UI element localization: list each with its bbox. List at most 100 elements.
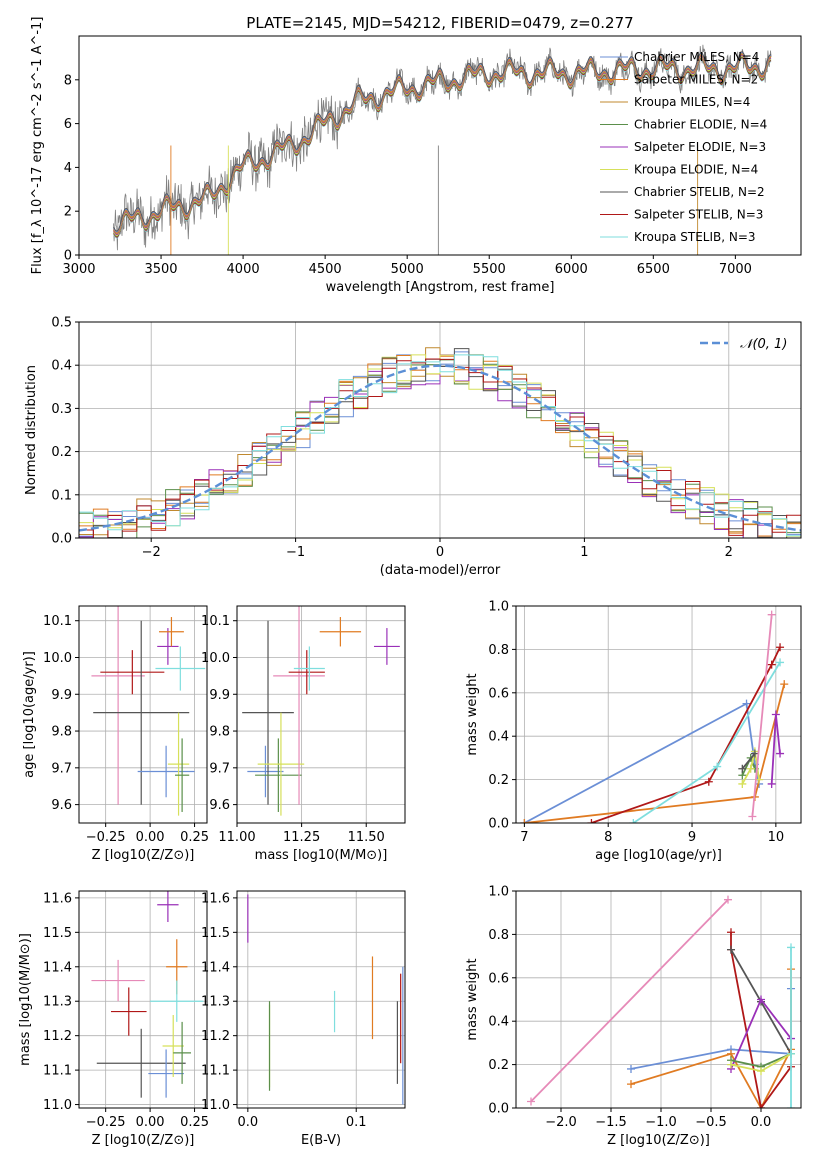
panel-weight_vs_Z: −2.0 −1.5 −1.0 −0.5 0.0 0.0 0.2 0.4 0.6 0.8 1.0 Z [… xyxy=(465,885,802,1148)
y-axis-label: mass weight xyxy=(465,673,480,755)
plot-area xyxy=(247,894,404,1105)
weight-marker-pink xyxy=(527,1097,535,1106)
y-tick-label: 9.8 xyxy=(51,725,72,740)
x-tick-label: 11.50 xyxy=(348,830,385,845)
x-axis-label: (data-model)/error xyxy=(380,563,501,578)
x-tick-label: 7 xyxy=(520,830,528,845)
weight-marker-salpeter_elodie xyxy=(757,995,765,1004)
x-tick-label: −1.0 xyxy=(645,1115,677,1130)
y-tick-label: 10.0 xyxy=(201,651,230,666)
x-tick-label: 0.0 xyxy=(751,1115,772,1130)
weight-marker-chabrier_miles xyxy=(742,699,751,708)
x-tick-label: 5000 xyxy=(391,262,424,277)
weight-line-pink xyxy=(530,899,729,1103)
weight-marker-salpeter_miles xyxy=(627,1080,635,1089)
axes-frame xyxy=(78,890,208,1109)
weight-line-salpeter_stelib xyxy=(591,646,781,823)
y-tick-label: 9.9 xyxy=(51,688,72,703)
y-tick-label: 10.0 xyxy=(43,651,72,666)
weight-marker-kroupa_elodie xyxy=(757,1067,765,1076)
panel-age_vs_mass: 11.00 11.25 11.50 9.6 9.7 9.8 9.9 10.0 10.1 mass … xyxy=(201,605,406,863)
x-tick-label: 0.00 xyxy=(136,830,165,845)
x-tick-label: 0 xyxy=(436,545,444,560)
y-tick-label: 8 xyxy=(64,73,72,88)
weight-marker-kroupa_elodie xyxy=(746,764,755,773)
weight-marker-salpeter_elodie xyxy=(767,779,776,788)
x-axis-label: Z [log10(Z/Z⊙)] xyxy=(607,1133,710,1148)
x-axis-label: mass [log10(M/M⊙)] xyxy=(255,848,388,863)
x-tick-label: −1 xyxy=(286,545,305,560)
y-tick-label: 2 xyxy=(64,205,72,220)
legend-label: Chabrier STELIB, N=2 xyxy=(634,185,765,199)
weight-marker-salpeter_miles xyxy=(520,819,529,823)
x-tick-label: 0.25 xyxy=(180,1115,209,1130)
y-tick-label: 0.1 xyxy=(51,488,72,503)
y-tick-label: 11.3 xyxy=(201,995,230,1010)
weight-marker-kroupa_stelib xyxy=(776,658,785,667)
plot-area xyxy=(527,895,795,1108)
weight-marker-pink xyxy=(724,895,732,904)
y-tick-label: 0.5 xyxy=(51,316,72,331)
axes-frame xyxy=(515,890,802,1109)
weight-line-salpeter_stelib xyxy=(730,932,792,1108)
y-axis-label: mass weight xyxy=(465,958,480,1040)
y-tick-label: 11.0 xyxy=(201,1098,230,1113)
weight-line-chabrier_stelib xyxy=(741,753,756,770)
axes-frame xyxy=(515,605,802,824)
plot-area xyxy=(520,610,789,823)
weight-marker-kroupa_stelib xyxy=(787,943,795,952)
y-tick-label: 10.1 xyxy=(201,614,230,629)
x-tick-label: 0.25 xyxy=(180,830,209,845)
histogram-salpeter_stelib xyxy=(79,358,801,538)
weight-marker-chabrier_miles xyxy=(627,1064,635,1073)
histogram-salpeter_elodie xyxy=(79,354,801,538)
x-tick-label: 2 xyxy=(725,545,733,560)
y-tick-label: 9.7 xyxy=(51,761,72,776)
legend-label: Salpeter ELODIE, N=3 xyxy=(634,140,766,154)
weight-marker-salpeter_stelib xyxy=(776,643,785,652)
panel-weight_vs_age: 7 8 9 10 0.0 0.2 0.4 0.6 0.8 1.0 age [log10(age/yr… xyxy=(465,600,802,863)
x-axis-label: Z [log10(Z/Z⊙)] xyxy=(92,1133,195,1148)
y-tick-label: 0.0 xyxy=(51,532,72,547)
y-tick-label: 11.6 xyxy=(43,891,72,906)
x-axis-label: age [log10(age/yr)] xyxy=(595,848,722,863)
x-tick-label: −1.5 xyxy=(595,1115,627,1130)
panel-mass_vs_Z: −0.25 0.00 0.25 11.0 11.1 11.2 11.3 11.4 11.5 11.… xyxy=(18,890,209,1148)
x-tick-label: 11.00 xyxy=(218,830,255,845)
x-tick-label: 6500 xyxy=(637,262,670,277)
legend-label: Salpeter MILES, N=2 xyxy=(634,73,758,87)
x-tick-label: 0.1 xyxy=(346,1115,367,1130)
x-tick-label: 0.0 xyxy=(237,1115,258,1130)
y-tick-label: 11.2 xyxy=(201,1029,230,1044)
y-tick-label: 11.3 xyxy=(43,995,72,1010)
x-tick-label: 10 xyxy=(768,830,785,845)
x-tick-label: 0.00 xyxy=(136,1115,165,1130)
weight-marker-salpeter_stelib xyxy=(727,928,735,937)
plot-area xyxy=(79,347,801,538)
y-tick-label: 0.0 xyxy=(488,1102,509,1117)
y-axis-label: Flux [f_λ 10^-17 erg cm^-2 s^-1 A^-1] xyxy=(30,17,45,275)
y-tick-label: 0.8 xyxy=(488,643,509,658)
x-axis-label: Z [log10(Z/Z⊙)] xyxy=(92,848,195,863)
plot-area xyxy=(91,606,206,816)
y-tick-label: 11.1 xyxy=(43,1064,72,1079)
y-tick-label: 9.8 xyxy=(209,725,230,740)
axes-frame xyxy=(236,605,406,824)
weight-marker-salpeter_miles xyxy=(780,680,789,689)
weight-marker-kroupa_stelib xyxy=(787,1104,795,1108)
y-tick-label: 11.6 xyxy=(201,891,230,906)
y-tick-label: 0.6 xyxy=(488,971,509,986)
y-tick-label: 11.5 xyxy=(43,926,72,941)
weight-line-kroupa_stelib xyxy=(632,661,781,823)
weight-marker-salpeter_elodie xyxy=(776,749,785,758)
x-tick-label: −0.25 xyxy=(86,830,126,845)
weight-marker-pink xyxy=(748,812,757,821)
observed-spectrum-line xyxy=(113,44,772,251)
x-tick-label: −0.5 xyxy=(695,1115,727,1130)
x-tick-label: −2 xyxy=(142,545,161,560)
y-tick-label: 0.3 xyxy=(51,402,72,417)
y-tick-label: 0.2 xyxy=(51,445,72,460)
x-tick-label: 7000 xyxy=(719,262,752,277)
panel-spectrum: 3000 3500 4000 4500 5000 5500 6000 6500 7000 0 2 4 6… xyxy=(30,17,802,295)
panels: 3000 3500 4000 4500 5000 5500 6000 6500 7000 0 2 4 6… xyxy=(18,17,802,1148)
